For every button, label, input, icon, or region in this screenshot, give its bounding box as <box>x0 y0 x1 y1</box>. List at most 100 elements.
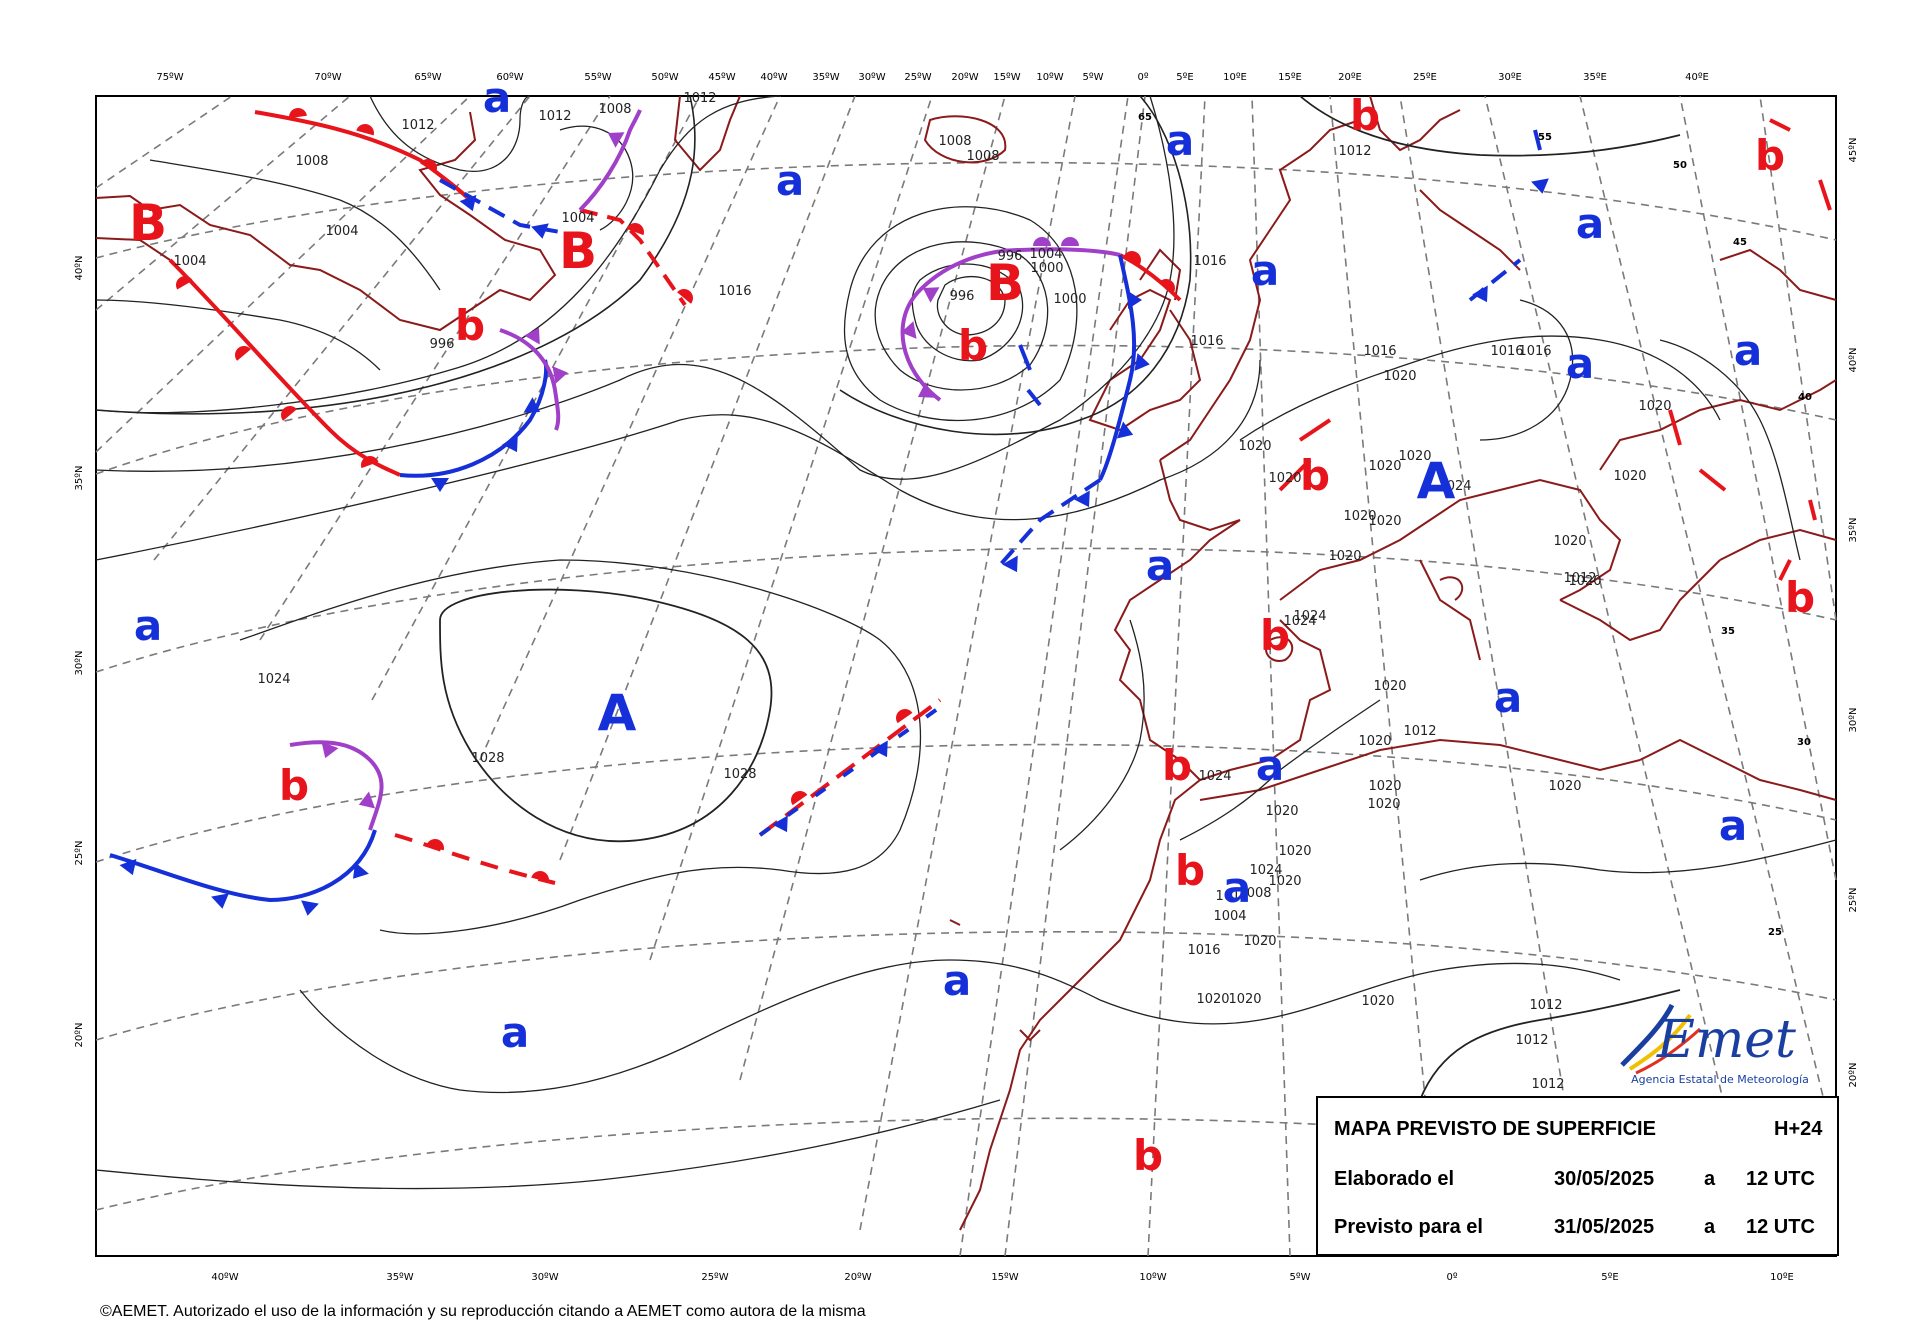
stationary-front-nw <box>439 178 561 234</box>
warm-front-semicircle <box>531 871 549 883</box>
isobar-label: 1020 <box>1278 844 1311 859</box>
isobar-label: 1020 <box>1368 459 1401 474</box>
isobar-line <box>95 299 381 371</box>
cold-front-triangle <box>607 132 625 148</box>
cold-front-triangle <box>524 327 540 345</box>
made-label: Elaborado el <box>1334 1168 1455 1190</box>
relative-high-a: a <box>501 1008 529 1057</box>
valid-date: 31/05/2025 <box>1554 1216 1655 1238</box>
isobar-label: 1004 <box>561 211 594 226</box>
inner-lat-mark: 25 <box>1768 927 1782 938</box>
isobar-label: 1024 <box>1293 609 1326 624</box>
top-lon-label: 25ºE <box>1413 72 1437 83</box>
warm-front-semicircle <box>361 456 379 469</box>
front-east-1 <box>1533 129 1542 151</box>
top-lon-label: 70ºW <box>314 72 341 83</box>
right-lat-label: 40ºN <box>1848 348 1859 373</box>
meridian-line <box>371 95 701 701</box>
isobar-label: 1020 <box>1268 874 1301 889</box>
front-segment <box>1278 458 1312 492</box>
cold-front-triangle <box>1128 291 1142 309</box>
warm-front-semicircle <box>626 223 644 236</box>
isobar-label: 1020 <box>1268 471 1301 486</box>
coastline <box>95 111 557 332</box>
warm-front-semicircle <box>235 346 251 361</box>
meridian-line <box>1759 95 1837 621</box>
bottom-lon-label: 30ºW <box>531 1272 558 1283</box>
pressure-center-B: B <box>986 254 1024 312</box>
isobar-label: 1020 <box>1328 549 1361 564</box>
top-lon-label: 40ºW <box>760 72 787 83</box>
bottom-lon-label: 0º <box>1446 1272 1457 1283</box>
front-segment <box>1808 499 1817 521</box>
coastline <box>1139 248 1182 301</box>
aemet-logo: Emet Agencia Estatal de Meteorología <box>1612 985 1832 1091</box>
top-lon-label: 35ºE <box>1583 72 1607 83</box>
top-lon-label: 25ºW <box>904 72 931 83</box>
occluded-front-center <box>900 247 1121 402</box>
relative-high-a: a <box>134 601 162 650</box>
inner-lat-mark: 45 <box>1733 237 1747 248</box>
isobar-line <box>843 206 1078 422</box>
isobar-line <box>95 359 1261 561</box>
isobar-label: 1004 <box>325 224 358 239</box>
relative-high-a: a <box>1223 863 1251 912</box>
cold-front-triangle <box>119 858 137 876</box>
warm-front-semicircle <box>1124 251 1141 265</box>
isobar-line <box>239 559 922 935</box>
isobar-label: 1028 <box>723 767 756 782</box>
pressure-center-B: B <box>559 222 597 280</box>
relative-high-a: a <box>776 156 804 205</box>
isobar-label: 1000 <box>1053 292 1086 307</box>
isobar-label: 1012 <box>1515 1033 1548 1048</box>
coastline <box>959 779 1201 1231</box>
isobar-label: 1020 <box>1568 574 1601 589</box>
isobar-label: 1020 <box>1228 992 1261 1007</box>
isobar-label: 1020 <box>1373 679 1406 694</box>
isobar-line <box>936 275 1006 336</box>
coastline <box>1419 559 1481 661</box>
relative-high-a: a <box>1576 199 1604 248</box>
meridian-line <box>95 95 471 453</box>
meridian-line <box>1329 95 1441 1257</box>
isobar-label: 1020 <box>1361 994 1394 1009</box>
cold-front-triangle <box>431 478 449 492</box>
bottom-lon-label: 15ºW <box>991 1272 1018 1283</box>
pressure-center-B: B <box>129 194 167 252</box>
isobar-label: 1028 <box>471 751 504 766</box>
warm-front-west <box>168 258 401 477</box>
isobar-label: 1024 <box>257 672 290 687</box>
top-lon-label: 15ºW <box>993 72 1020 83</box>
isobar-label: 1012 <box>1403 724 1436 739</box>
coastline <box>1088 288 1202 432</box>
cold-front-triangle <box>901 321 917 339</box>
meridian-line <box>739 95 1006 1081</box>
isobar-label: 1016 <box>1190 334 1223 349</box>
isobar-label: 1024 <box>1198 769 1231 784</box>
inner-lat-mark: 65 <box>1138 112 1152 123</box>
front-dash-1 <box>1018 344 1032 371</box>
isobar-label: 1024 <box>1249 863 1282 878</box>
isobar-label: 1020 <box>1398 449 1431 464</box>
cold-front-west <box>399 359 549 478</box>
warm-front-semicircle <box>356 124 374 136</box>
map-frame <box>95 95 1837 1257</box>
inner-lat-mark: 30 <box>1797 737 1811 748</box>
coastline <box>1599 379 1837 471</box>
inner-lat-mark: 50 <box>1673 160 1687 171</box>
cold-front-triangle <box>1116 421 1134 439</box>
isobar-labels: 1012101210121012100810081008100810041004… <box>173 91 1671 1092</box>
parallel-line <box>95 547 1837 673</box>
parallel-line <box>95 743 1837 863</box>
isobar-line <box>874 241 1049 391</box>
coastline <box>1719 528 1837 561</box>
coastline <box>1639 738 1837 801</box>
stationary-front-atlantic-blue <box>758 698 952 837</box>
isobar-label: 1004 <box>1029 247 1062 262</box>
isobar-line <box>149 159 441 291</box>
valid-time: 12 UTC <box>1746 1216 1815 1238</box>
top-lon-label: 55ºW <box>584 72 611 83</box>
cold-front-triangle <box>459 194 477 212</box>
relative-high-a: a <box>1166 116 1194 165</box>
weather-fronts <box>109 108 1832 916</box>
